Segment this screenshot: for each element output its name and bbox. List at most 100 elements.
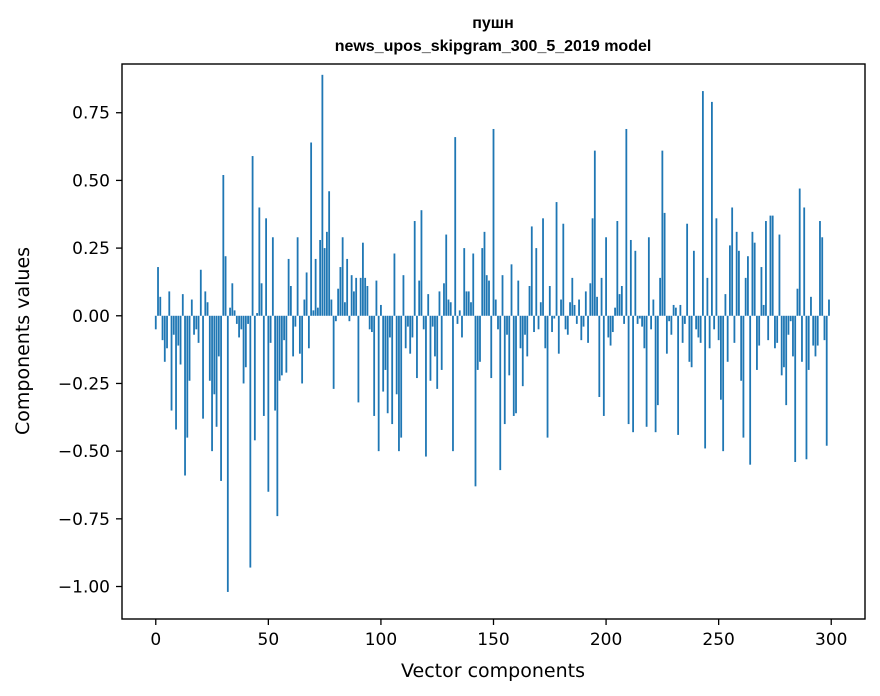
bar-component-169 <box>535 248 538 316</box>
bar-component-216 <box>641 315 643 327</box>
bar-component-252 <box>722 315 725 452</box>
bar-component-2 <box>159 296 162 316</box>
bar-component-126 <box>438 291 441 316</box>
bar-component-201 <box>607 315 610 338</box>
bar-component-55 <box>278 315 281 381</box>
bar-component-243 <box>701 91 704 316</box>
bar-component-166 <box>528 286 531 316</box>
bar-component-111 <box>404 315 407 349</box>
bar-component-160 <box>515 315 517 414</box>
bar-component-12 <box>181 294 184 316</box>
bar-component-33 <box>229 307 231 316</box>
bar-component-9 <box>175 315 177 430</box>
bar-component-247 <box>711 101 713 316</box>
bar-component-132 <box>452 315 454 452</box>
bar-component-257 <box>733 315 736 343</box>
bar-component-95 <box>368 315 371 330</box>
bar-component-192 <box>587 315 589 343</box>
bar-component-8 <box>172 315 175 335</box>
bar-component-121 <box>427 294 430 316</box>
bar-component-225 <box>661 150 664 316</box>
bar-component-186 <box>573 304 576 316</box>
bar-component-179 <box>557 315 560 354</box>
bar-component-91 <box>359 277 362 316</box>
bar-component-151 <box>494 299 497 316</box>
bar-component-150 <box>492 128 495 316</box>
bar-component-268 <box>758 315 761 346</box>
bar-component-97 <box>373 315 376 416</box>
bar-component-79 <box>332 315 335 389</box>
bar-component-81 <box>337 288 340 316</box>
bar-component-229 <box>670 315 673 335</box>
bar-component-175 <box>548 286 551 316</box>
bar-component-88 <box>353 291 355 316</box>
bar-component-135 <box>458 310 461 316</box>
y-tick-label: 0.25 <box>72 239 110 259</box>
bar-component-263 <box>747 256 749 316</box>
bar-component-66 <box>303 299 306 316</box>
bar-component-174 <box>546 315 549 438</box>
bar-component-15 <box>188 315 191 381</box>
bar-component-1 <box>157 267 159 316</box>
bar-component-129 <box>445 234 448 316</box>
bar-component-93 <box>364 277 367 316</box>
bar-component-143 <box>476 315 479 370</box>
bar-component-37 <box>238 315 240 338</box>
bar-component-172 <box>542 218 544 316</box>
bar-component-255 <box>729 245 731 316</box>
bar-component-124 <box>434 315 436 357</box>
bar-component-72 <box>316 307 319 316</box>
bar-component-297 <box>823 315 826 341</box>
bar-component-59 <box>287 258 290 316</box>
bar-component-244 <box>704 315 707 449</box>
bar-component-109 <box>400 315 403 438</box>
bar-component-52 <box>271 237 274 316</box>
y-tick-label: 0.00 <box>72 307 110 327</box>
bar-component-70 <box>312 310 315 316</box>
bar-component-134 <box>456 315 459 324</box>
bar-component-283 <box>792 315 794 357</box>
bar-component-164 <box>524 315 526 335</box>
bar-component-230 <box>672 304 675 316</box>
bar-component-103 <box>386 315 389 414</box>
bar-component-61 <box>292 315 295 357</box>
bar-component-145 <box>481 248 484 316</box>
bar-component-41 <box>247 315 249 324</box>
bar-component-256 <box>731 207 734 316</box>
bar-component-115 <box>413 221 416 316</box>
bar-component-271 <box>765 221 767 316</box>
bar-component-34 <box>231 283 234 316</box>
bar-component-36 <box>235 315 238 324</box>
bar-component-262 <box>744 277 747 316</box>
bar-component-180 <box>560 299 562 316</box>
bar-component-238 <box>690 315 693 368</box>
bar-component-275 <box>774 315 776 349</box>
bar-component-184 <box>569 302 571 316</box>
bar-component-127 <box>440 315 443 370</box>
bar-component-217 <box>643 315 646 349</box>
bar-component-232 <box>677 315 680 435</box>
bar-component-105 <box>391 315 394 425</box>
bar-component-189 <box>580 315 583 341</box>
bar-component-248 <box>713 315 716 330</box>
bar-component-32 <box>226 315 229 592</box>
bar-component-125 <box>436 315 439 389</box>
bar-component-228 <box>668 315 671 322</box>
bar-component-10 <box>177 315 180 346</box>
bar-component-102 <box>384 315 387 370</box>
bar-component-110 <box>402 275 405 316</box>
bar-component-267 <box>756 315 758 370</box>
bar-component-210 <box>627 315 630 425</box>
bar-component-35 <box>233 310 236 316</box>
bar-component-299 <box>828 299 830 316</box>
bar-component-215 <box>638 315 641 319</box>
bar-component-18 <box>195 315 198 330</box>
bar-component-158 <box>510 264 513 316</box>
x-tick-label: 150 <box>477 630 509 650</box>
bar-component-50 <box>267 315 270 492</box>
bar-component-202 <box>609 315 612 346</box>
bar-component-221 <box>652 299 655 316</box>
bar-component-14 <box>186 315 189 438</box>
bar-component-84 <box>344 302 346 316</box>
y-tick-label: 0.75 <box>72 104 110 124</box>
